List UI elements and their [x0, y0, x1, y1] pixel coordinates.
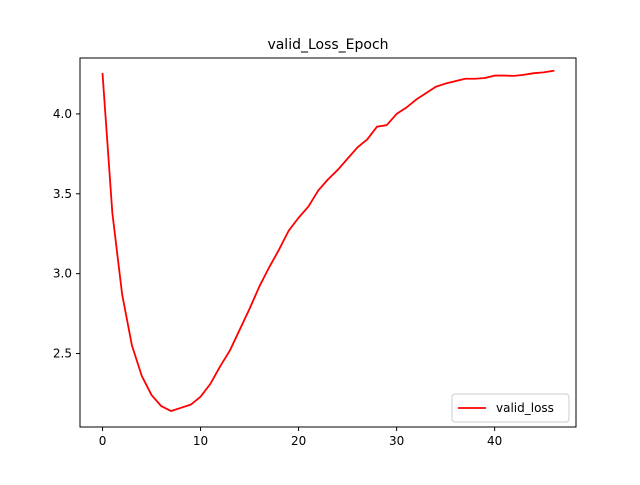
x-tick-label: 0: [99, 434, 107, 448]
series-line-valid_loss: [101, 69, 555, 412]
x-tick-label: 30: [389, 434, 404, 448]
y-tick-label: 2.5: [53, 347, 72, 361]
x-tick-label: 40: [487, 434, 502, 448]
y-tick-label: 4.0: [53, 107, 72, 121]
x-tick-label: 20: [291, 434, 306, 448]
legend-label: valid_loss: [496, 401, 554, 415]
chart-title: valid_Loss_Epoch: [267, 37, 388, 53]
y-tick-label: 3.5: [53, 187, 72, 201]
x-tick-label: 10: [193, 434, 208, 448]
legend-box: [451, 393, 570, 423]
plot-area: 0 10 20 30 40 2.5 3.0 3.5 4.0: [53, 57, 577, 448]
legend: valid_loss: [451, 393, 570, 423]
axes-frame: [79, 57, 577, 428]
y-tick-label: 3.0: [53, 267, 72, 281]
